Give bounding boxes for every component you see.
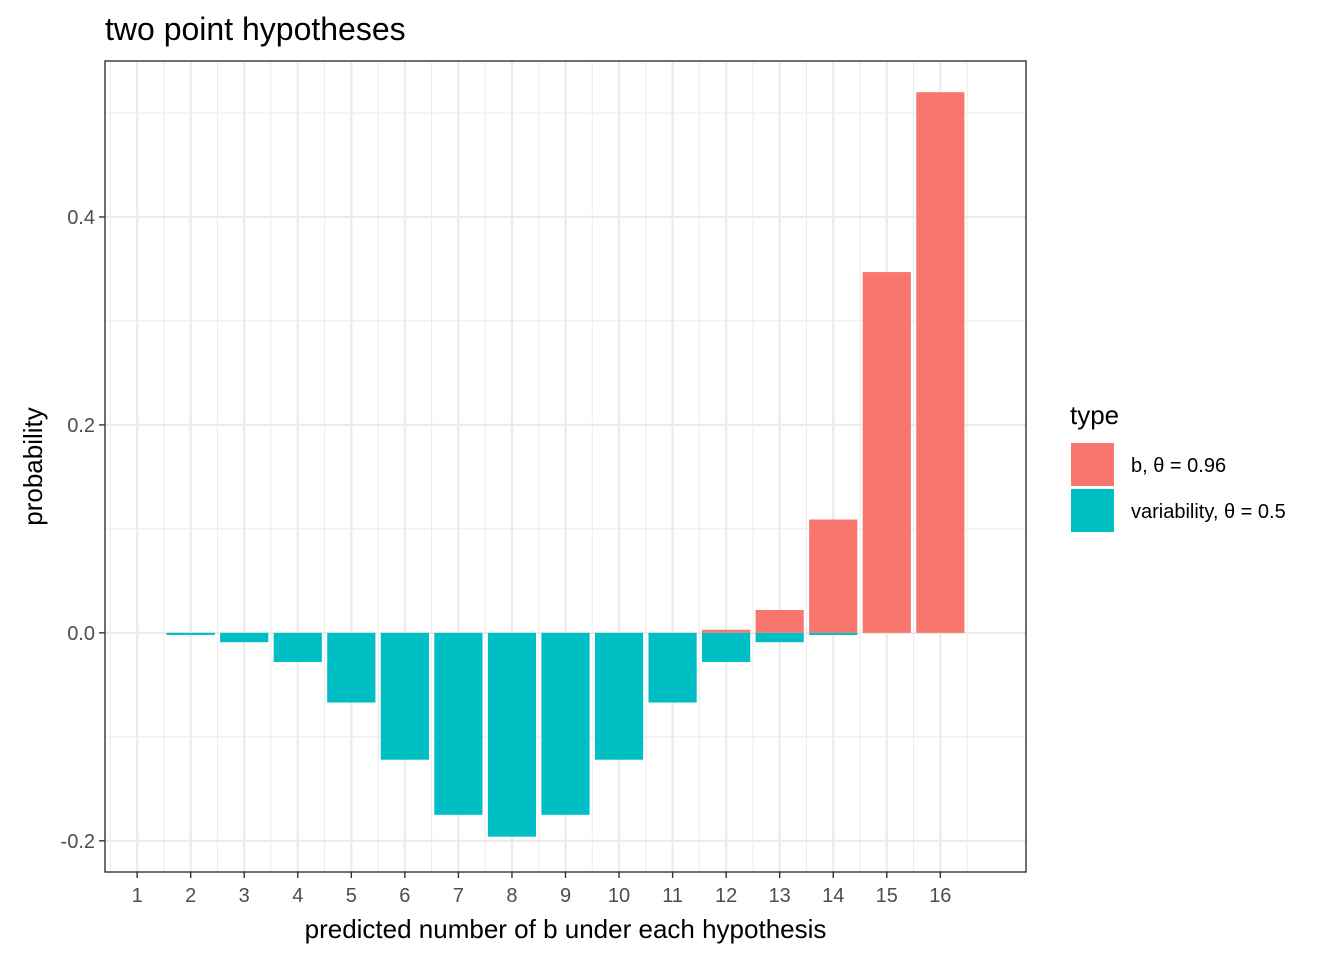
x-tick-label: 12	[715, 885, 737, 907]
y-tick-label: 0.2	[67, 415, 95, 437]
bar-variability-10	[594, 632, 644, 760]
bar-b-16	[916, 92, 965, 633]
y-axis: -0.2 0.0 0.2 0.4	[61, 207, 105, 853]
y-tick-label: -0.2	[61, 831, 95, 853]
x-tick-label: 1	[132, 885, 143, 907]
bar-variability-12	[702, 632, 751, 662]
y-tick-label: 0.0	[67, 623, 95, 645]
bar-variability-7	[434, 632, 483, 815]
x-tick-label: 8	[506, 885, 517, 907]
x-tick-label: 13	[769, 885, 791, 907]
bar-variability-8	[487, 632, 537, 837]
legend-key-variability	[1071, 489, 1114, 532]
bar-variability-5	[327, 632, 376, 703]
x-axis: 1 2 3 4 5 6 7 8 9 10 11 12 13 14 15 16	[132, 872, 951, 907]
bar-variability-3	[220, 632, 269, 643]
chart-title: two point hypotheses	[105, 11, 406, 47]
x-tick-label: 3	[239, 885, 250, 907]
y-tick-label: 0.4	[67, 207, 95, 229]
x-tick-label: 2	[185, 885, 196, 907]
bar-variability-11	[648, 632, 697, 703]
x-tick-label: 15	[876, 885, 898, 907]
legend-label-b: b, θ = 0.96	[1131, 455, 1226, 477]
bars	[166, 92, 965, 837]
legend: type b, θ = 0.96 variability, θ = 0.5	[1070, 400, 1286, 532]
bar-variability-4	[273, 632, 322, 662]
legend-label-variability: variability, θ = 0.5	[1131, 501, 1286, 523]
x-tick-label: 9	[560, 885, 571, 907]
x-tick-label: 11	[662, 885, 683, 907]
x-tick-label: 14	[822, 885, 844, 907]
x-tick-label: 4	[292, 885, 303, 907]
bar-variability-6	[380, 632, 429, 760]
legend-key-b	[1071, 443, 1114, 486]
bar-b-13	[755, 609, 804, 633]
x-tick-label: 10	[608, 885, 630, 907]
x-tick-label: 6	[399, 885, 410, 907]
x-axis-title: predicted number of b under each hypothe…	[305, 914, 827, 944]
bar-variability-14	[809, 632, 858, 635]
bar-variability-2	[166, 632, 215, 635]
bar-variability-9	[541, 632, 590, 815]
bar-variability-13	[755, 632, 804, 643]
x-tick-label: 7	[453, 885, 464, 907]
x-tick-label: 5	[346, 885, 357, 907]
y-axis-title: probability	[18, 407, 48, 526]
x-tick-label: 16	[929, 885, 951, 907]
legend-title: type	[1070, 400, 1119, 430]
bar-b-14	[809, 519, 858, 633]
bar-b-15	[862, 272, 911, 633]
bar-b-12	[702, 629, 751, 633]
